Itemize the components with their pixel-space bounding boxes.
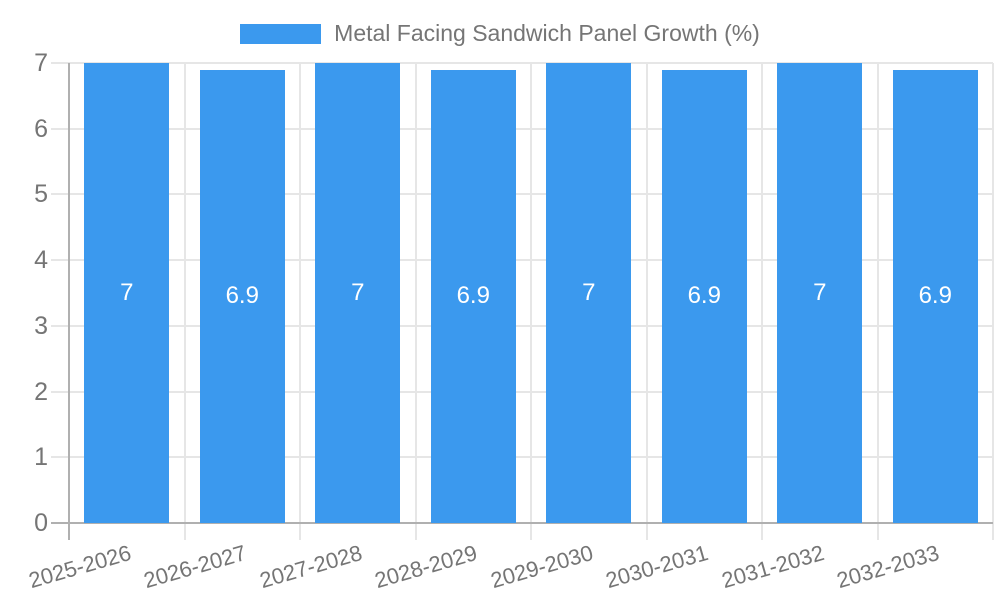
bar[interactable] <box>777 63 863 523</box>
y-axis-label: 2 <box>34 377 48 406</box>
x-axis-baseline <box>51 522 993 524</box>
y-axis-label: 6 <box>34 114 48 143</box>
gridline-vertical <box>530 63 532 540</box>
bar[interactable] <box>892 69 978 523</box>
bar[interactable] <box>315 63 401 523</box>
bar[interactable] <box>84 63 170 523</box>
gridline-vertical <box>183 63 186 540</box>
bar[interactable] <box>199 69 285 523</box>
bar-value-label: 6.9 <box>225 282 259 310</box>
bar[interactable] <box>430 69 516 523</box>
gridline-vertical <box>992 63 994 540</box>
gridline-horizontal <box>51 390 993 393</box>
bar-value-label: 6.9 <box>687 282 721 310</box>
gridline-vertical <box>761 63 763 540</box>
y-axis-label: 5 <box>34 180 48 209</box>
bar[interactable] <box>661 69 747 523</box>
gridline-vertical <box>645 63 648 540</box>
gridline-horizontal <box>51 259 993 262</box>
bar-value-label: 6.9 <box>918 282 952 310</box>
y-axis-label: 4 <box>34 246 48 275</box>
y-axis-label: 7 <box>34 49 48 77</box>
bar-value-label: 7 <box>813 279 827 306</box>
bar-value-label: 7 <box>351 279 365 306</box>
gridline-vertical <box>299 63 301 540</box>
y-axis-line <box>68 63 70 540</box>
y-axis-label: 3 <box>34 311 48 340</box>
gridline-vertical <box>414 63 417 540</box>
gridline-vertical <box>876 63 879 540</box>
gridline-horizontal <box>51 324 993 327</box>
legend-label: Metal Facing Sandwich Panel Growth (%) <box>334 20 760 46</box>
gridline-horizontal <box>51 456 993 459</box>
bar-value-label: 7 <box>582 279 596 306</box>
bar-value-label: 6.9 <box>456 282 490 310</box>
bar[interactable] <box>546 63 632 523</box>
gridline-horizontal <box>51 127 993 130</box>
y-axis-label: 1 <box>34 443 48 472</box>
bar-value-label: 7 <box>120 279 134 306</box>
legend-swatch <box>240 23 322 44</box>
chart-legend[interactable]: Metal Facing Sandwich Panel Growth (%) <box>0 20 1000 47</box>
gridline-horizontal <box>51 193 993 196</box>
y-axis-label: 0 <box>34 509 48 537</box>
gridline-horizontal <box>51 62 993 64</box>
